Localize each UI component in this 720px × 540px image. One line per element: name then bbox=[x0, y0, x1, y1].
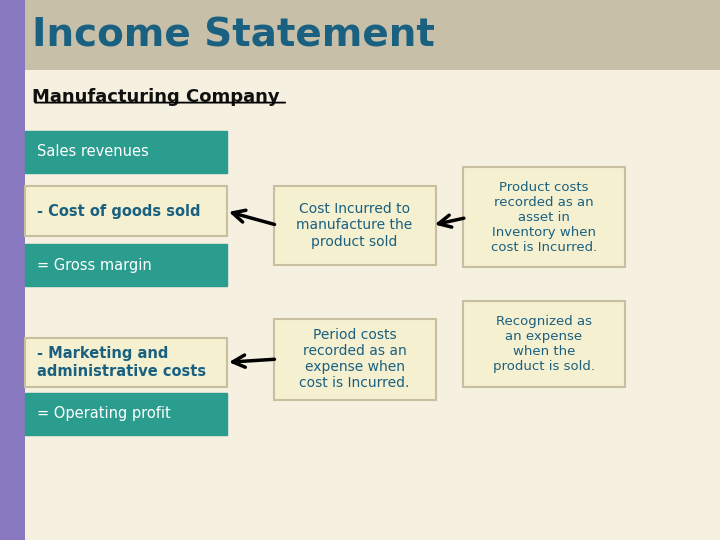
Text: Product costs
recorded as an
asset in
Inventory when
cost is Incurred.: Product costs recorded as an asset in In… bbox=[491, 181, 597, 254]
Text: - Cost of goods sold: - Cost of goods sold bbox=[37, 204, 201, 219]
Text: Sales revenues: Sales revenues bbox=[37, 144, 149, 159]
Text: Manufacturing Company: Manufacturing Company bbox=[32, 88, 280, 106]
FancyBboxPatch shape bbox=[274, 186, 436, 265]
FancyBboxPatch shape bbox=[463, 167, 625, 267]
FancyBboxPatch shape bbox=[25, 186, 227, 236]
FancyBboxPatch shape bbox=[25, 131, 227, 173]
FancyBboxPatch shape bbox=[0, 0, 720, 70]
FancyBboxPatch shape bbox=[25, 244, 227, 286]
FancyBboxPatch shape bbox=[0, 0, 25, 540]
Text: = Operating profit: = Operating profit bbox=[37, 406, 171, 421]
Text: Income Statement: Income Statement bbox=[32, 16, 436, 54]
Text: = Gross margin: = Gross margin bbox=[37, 258, 152, 273]
Text: Period costs
recorded as an
expense when
cost is Incurred.: Period costs recorded as an expense when… bbox=[300, 328, 410, 390]
FancyBboxPatch shape bbox=[463, 301, 625, 387]
FancyBboxPatch shape bbox=[274, 319, 436, 400]
FancyBboxPatch shape bbox=[25, 338, 227, 387]
FancyBboxPatch shape bbox=[25, 393, 227, 435]
Text: Recognized as
an expense
when the
product is sold.: Recognized as an expense when the produc… bbox=[493, 315, 595, 373]
Text: Cost Incurred to
manufacture the
product sold: Cost Incurred to manufacture the product… bbox=[297, 202, 413, 248]
Text: - Marketing and
administrative costs: - Marketing and administrative costs bbox=[37, 346, 207, 379]
